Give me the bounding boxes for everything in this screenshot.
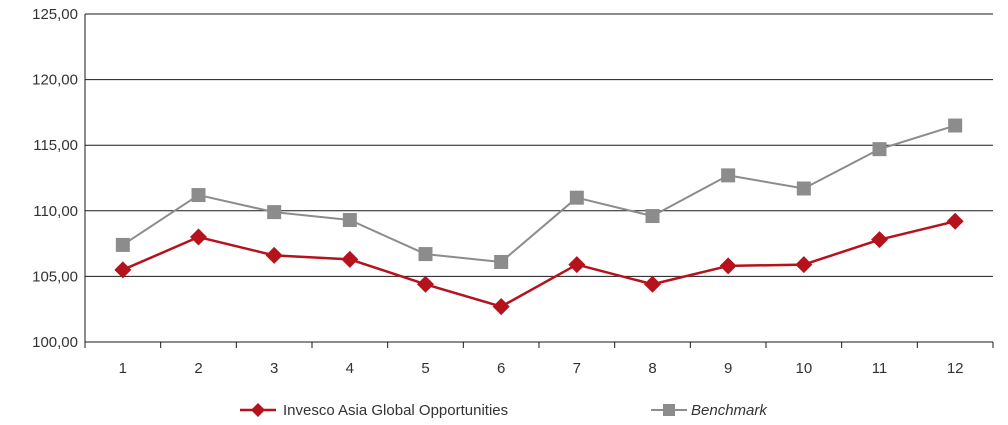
x-axis-tick-labels: 1 2 3 4 5 6 7 8 9 10 11 12 — [119, 360, 964, 377]
data-point-diamond — [871, 231, 888, 249]
y-tick-label: 100,00 — [32, 334, 78, 351]
data-point-square — [796, 181, 811, 196]
legend-item-series-2: Benchmark — [651, 402, 768, 419]
x-tick-label: 12 — [947, 360, 964, 377]
gridlines — [85, 13, 993, 277]
x-tick-label: 4 — [346, 360, 354, 377]
series-1 — [114, 212, 964, 316]
data-point-diamond — [114, 261, 132, 279]
y-tick-label: 110,00 — [33, 203, 78, 220]
data-point-square — [115, 237, 130, 252]
y-tick-label: 125,00 — [32, 6, 78, 23]
data-point-square — [872, 142, 887, 157]
data-point-diamond — [795, 256, 813, 274]
x-tick-label: 2 — [194, 360, 202, 377]
axes — [84, 14, 994, 348]
data-point-diamond — [719, 257, 737, 275]
data-point-diamond — [341, 250, 359, 268]
data-point-diamond — [417, 275, 434, 293]
data-point-diamond — [644, 275, 661, 293]
legend-label-series-1: Invesco Asia Global Opportunities — [283, 402, 508, 419]
data-point-diamond — [492, 298, 510, 316]
data-point-square — [267, 205, 282, 220]
x-tick-label: 5 — [421, 360, 429, 377]
x-tick-label: 8 — [648, 360, 656, 377]
x-tick-label: 11 — [872, 360, 888, 377]
data-point-square — [494, 254, 509, 269]
legend-item-series-1: Invesco Asia Global Opportunities — [240, 402, 508, 419]
data-point-square — [948, 118, 963, 133]
legend-marker-diamond — [251, 403, 265, 417]
data-point-square — [418, 247, 433, 262]
data-point-square — [191, 188, 206, 203]
data-point-diamond — [946, 212, 964, 230]
y-axis-tick-labels: 100,00 105,00 110,00 115,00 120,00 125,00 — [32, 6, 78, 351]
data-point-diamond — [568, 256, 586, 274]
data-point-square — [721, 168, 736, 183]
x-tick-label: 3 — [270, 360, 278, 377]
y-tick-label: 120,00 — [32, 72, 78, 89]
data-point-square — [645, 209, 660, 224]
x-tick-label: 9 — [724, 360, 732, 377]
y-tick-label: 115,00 — [33, 137, 78, 154]
legend-label-series-2: Benchmark — [691, 402, 768, 419]
x-tick-label: 10 — [795, 360, 812, 377]
y-tick-label: 105,00 — [32, 268, 78, 285]
data-point-square — [342, 212, 357, 227]
data-point-diamond — [265, 246, 283, 264]
x-tick-label: 7 — [573, 360, 581, 377]
x-tick-label: 1 — [119, 360, 127, 377]
legend: Invesco Asia Global Opportunities Benchm… — [240, 402, 768, 419]
series-2 — [115, 118, 963, 269]
series-line — [122, 124, 956, 263]
series-group — [114, 118, 964, 316]
data-point-square — [569, 190, 584, 205]
data-point-diamond — [190, 228, 207, 246]
legend-marker-square — [663, 404, 675, 416]
x-tick-label: 6 — [497, 360, 505, 377]
series-line — [122, 220, 956, 308]
